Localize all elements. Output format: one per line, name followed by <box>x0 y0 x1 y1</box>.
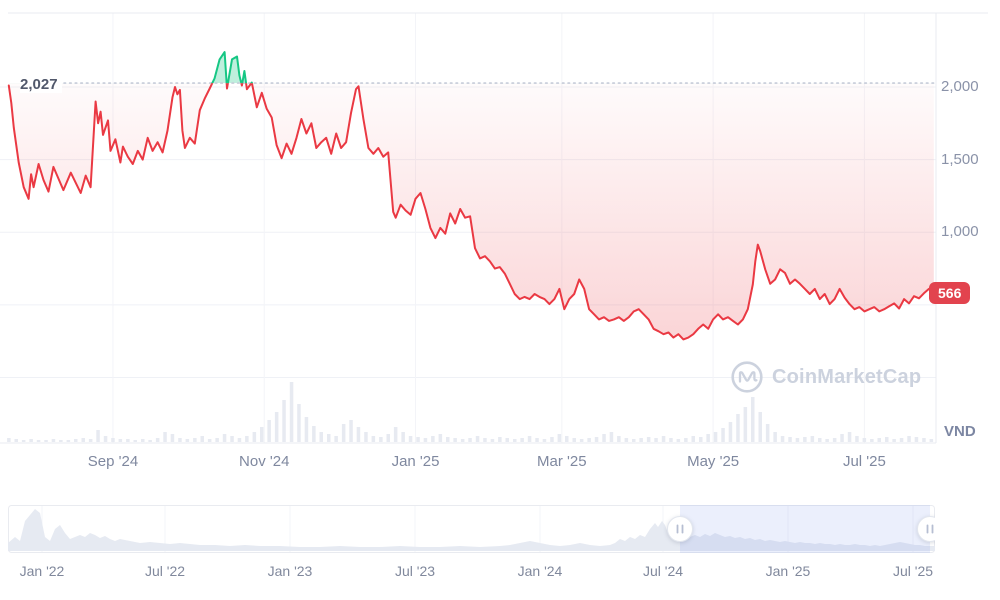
ath-price-label: 2,027 <box>20 76 62 93</box>
timeline-tick-label: Jul '22 <box>144 563 186 579</box>
timeline-tick-label: Jan '24 <box>517 563 563 579</box>
x-axis-tick-label: May '25 <box>687 453 740 470</box>
y-axis-tick-label: 2,000 <box>941 78 979 95</box>
brush-handle-left[interactable] <box>667 516 693 542</box>
x-axis-tick-label: Mar '25 <box>537 453 587 470</box>
currency-unit-label: VND <box>944 423 976 440</box>
y-axis-tick-label: 1,500 <box>941 150 979 168</box>
timeline-tick-label: Jan '25 <box>765 563 811 579</box>
x-axis-tick-label: Nov '24 <box>239 453 290 470</box>
volume-bars <box>7 382 934 442</box>
timeline-brush-canvas[interactable] <box>8 505 935 553</box>
timeline-tick-label: Jul '23 <box>394 563 436 579</box>
timeline-tick-label: Jul '25 <box>892 563 934 579</box>
price-line <box>7 83 935 341</box>
timeline-area-chart <box>8 509 935 551</box>
timeline-tick-label: Jan '22 <box>19 563 65 579</box>
brush-selection-window[interactable] <box>680 505 930 553</box>
x-axis-tick-label: Sep '24 <box>87 453 139 470</box>
above-ath-fill-area <box>212 52 252 84</box>
coinmarketcap-watermark: CoinMarketCap <box>730 360 921 394</box>
timeline-tick-label: Jan '23 <box>267 563 313 579</box>
price-chart-canvas[interactable] <box>0 0 1000 493</box>
y-axis-tick-label: 1,000 <box>941 223 979 241</box>
drawdown-fill-area <box>8 83 934 340</box>
coinmarketcap-logo-icon <box>731 361 763 393</box>
watermark-text: CoinMarketCap <box>772 365 922 388</box>
current-price-badge: 566 <box>929 282 971 304</box>
timeline-tick-label: Jul '24 <box>642 563 684 579</box>
x-axis-tick-label: Jul '25 <box>842 453 886 470</box>
brush-handle-right[interactable] <box>917 516 936 542</box>
x-axis-tick-label: Jan '25 <box>391 453 440 470</box>
